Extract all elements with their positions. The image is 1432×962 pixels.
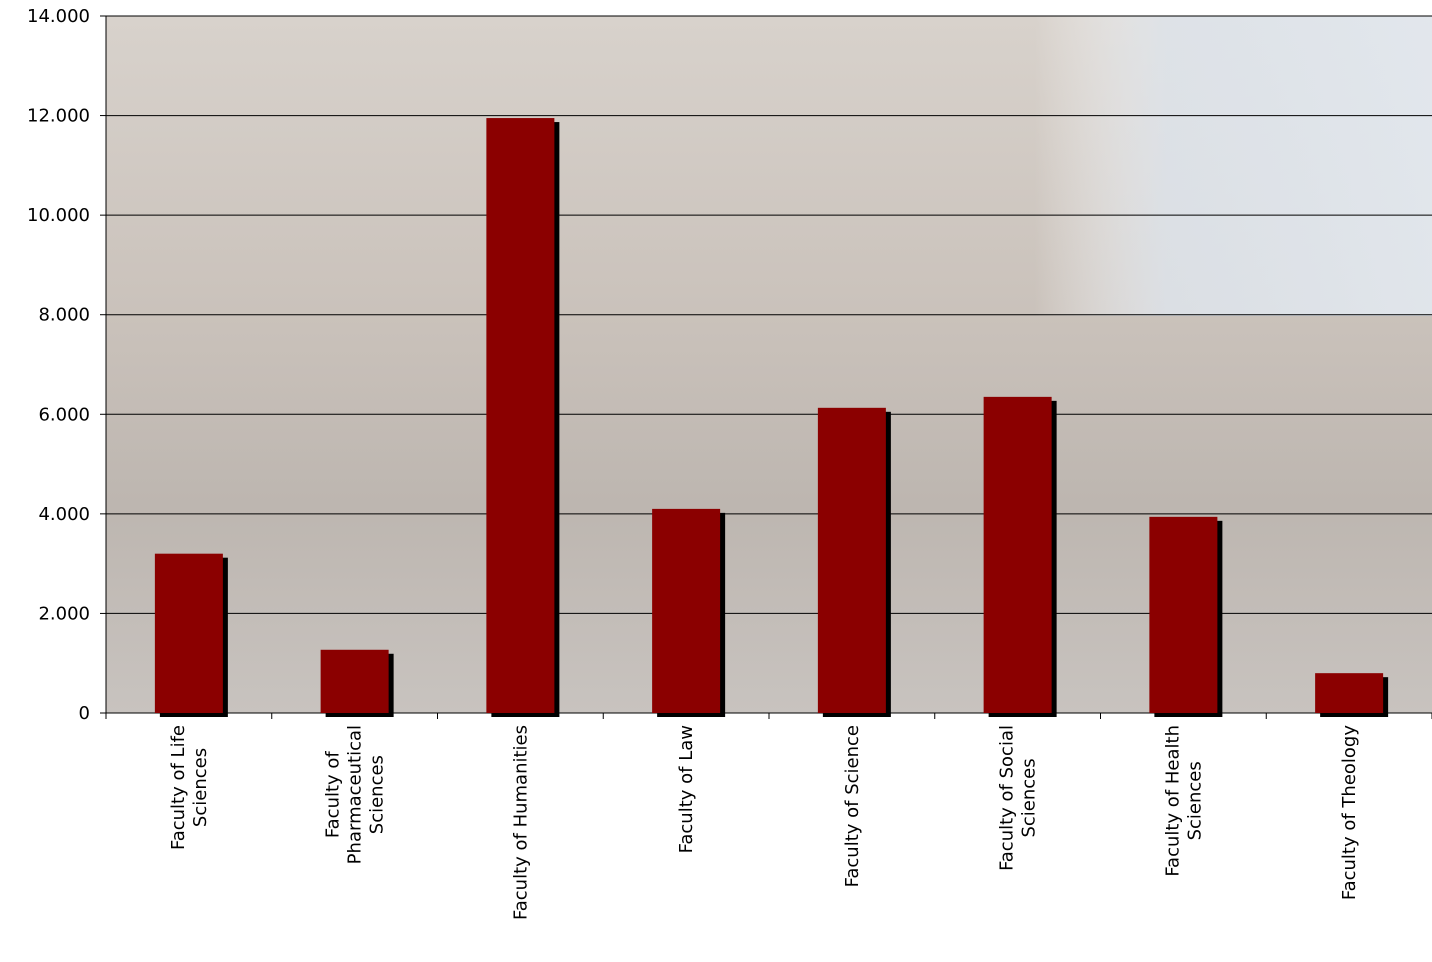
x-tick-label: Faculty of LifeSciences <box>168 725 211 850</box>
bar <box>1315 673 1384 713</box>
x-tick-label: Faculty of Theology <box>1339 725 1360 900</box>
y-tick-label: 8.000 <box>38 305 90 326</box>
y-tick-label: 2.000 <box>38 603 90 624</box>
x-tick-label: Faculty of HealthSciences <box>1162 725 1205 877</box>
bar <box>652 508 721 713</box>
bar <box>154 553 223 713</box>
x-tick-label: Faculty of Humanities <box>510 725 531 920</box>
bar <box>817 407 886 713</box>
x-tick-label: Faculty of Science <box>842 725 863 887</box>
bar <box>486 118 555 713</box>
bar <box>1149 516 1218 713</box>
bar <box>320 649 389 713</box>
x-tick-label: Faculty ofPharmaceuticalSciences <box>323 725 388 864</box>
y-tick-label: 4.000 <box>38 504 90 525</box>
x-tick-label: Faculty of Law <box>676 725 697 853</box>
y-tick-label: 12.000 <box>27 106 90 127</box>
y-tick-label: 10.000 <box>27 205 90 226</box>
y-tick-label: 6.000 <box>38 404 90 425</box>
y-tick-label: 0 <box>79 703 90 724</box>
y-tick-label: 14.000 <box>27 6 90 27</box>
plot-background-sky <box>106 16 1432 316</box>
bar <box>983 396 1052 713</box>
x-tick-label: Faculty of SocialSciences <box>997 725 1040 871</box>
